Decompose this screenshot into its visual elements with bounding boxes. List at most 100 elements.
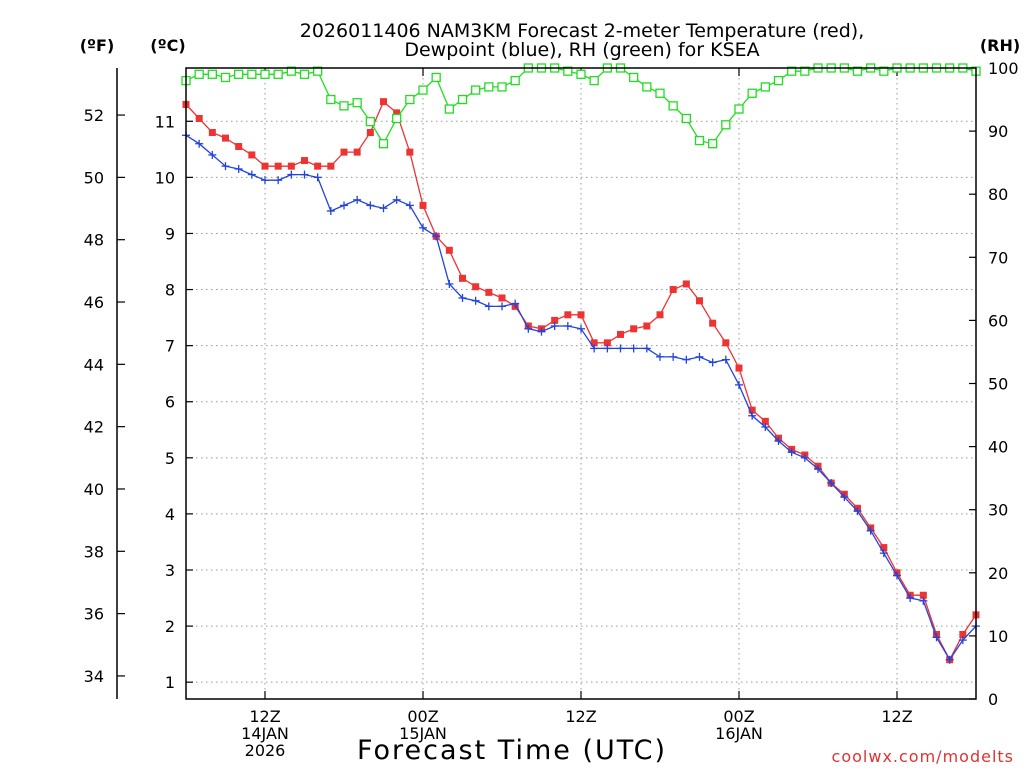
temperature-point-29 [564, 311, 572, 319]
dewpoint-point-21 [458, 293, 467, 302]
tick-label-time-0-1: 14JAN [241, 724, 289, 743]
rh-point-45 [773, 75, 784, 86]
rh-axis: 0 10 20 30 40 50 60 70 80 90 100 [969, 59, 1019, 709]
rh-point-44 [760, 82, 770, 92]
tick-label-rh-40: 40 [988, 438, 1008, 457]
tick-label-rh-100: 100 [988, 59, 1019, 78]
dewpoint-point-3 [221, 162, 230, 171]
dewpoint-point-2 [208, 150, 217, 159]
tick-label-rh-20: 20 [988, 564, 1008, 583]
grid-lines [186, 68, 976, 699]
rh-point-10 [313, 66, 323, 76]
temperature-point-16 [393, 109, 401, 117]
dewpoint-point-53 [879, 549, 888, 558]
tick-label-f-34: 34 [84, 667, 104, 686]
chart-title-line-2: Dewpoint (blue), RH (green) for KSEA [404, 39, 759, 61]
x-axis-title: Forecast Time (UTC) [357, 735, 667, 766]
temperature-point-41 [722, 339, 730, 347]
tick-label-time-3-0: 00Z [723, 707, 754, 726]
rh-point-40 [708, 139, 718, 149]
celsius-axis: 1 2 3 4 5 6 7 8 9 10 11 [155, 112, 193, 692]
tick-label-time-1-0: 00Z [407, 707, 438, 726]
temperature-point-5 [248, 151, 256, 159]
rh-point-16 [392, 113, 402, 124]
dewpoint-point-48 [814, 465, 822, 474]
dewpoint-point-9 [300, 170, 309, 179]
rh-point-38 [681, 113, 691, 124]
dewpoint-point-33 [616, 344, 625, 353]
rh-point-23 [484, 82, 494, 92]
dewpoint-point-42 [735, 380, 743, 389]
rh-point-15 [378, 139, 389, 149]
temperature-point-56 [919, 591, 927, 599]
temperature-point-12 [340, 148, 348, 156]
temperature-point-8 [287, 162, 295, 170]
tick-label-f-46: 46 [84, 293, 104, 312]
dewpoint-point-54 [893, 571, 901, 580]
dewpoint-point-10 [313, 173, 322, 182]
tick-label-c-7: 7 [165, 337, 175, 356]
tick-label-c-8: 8 [165, 281, 175, 300]
dewpoint-point-15 [379, 204, 388, 213]
dewpoint-point-20 [445, 279, 454, 288]
series-line-0 [185, 100, 977, 662]
dewpoint-point-19 [432, 232, 441, 241]
tick-label-rh-50: 50 [988, 375, 1008, 394]
rh-point-2 [207, 69, 217, 79]
dewpoint-point-35 [642, 344, 651, 353]
rh-point-24 [497, 82, 507, 92]
temperature-point-34 [630, 325, 638, 333]
temperature-point-44 [761, 417, 769, 425]
rh-point-35 [642, 82, 652, 92]
temperature-point-32 [603, 339, 611, 347]
dewpoint-point-57 [932, 633, 941, 642]
tick-label-f-52: 52 [84, 106, 104, 125]
rh-point-9 [299, 69, 310, 79]
temperature-point-39 [696, 297, 703, 305]
tick-label-c-3: 3 [165, 561, 175, 580]
dewpoint-point-52 [866, 526, 875, 535]
tick-label-rh-70: 70 [988, 248, 1008, 267]
rh-point-20 [444, 104, 454, 114]
rh-point-17 [405, 94, 415, 105]
dewpoint-point-51 [853, 507, 862, 516]
dewpoint-point-49 [827, 479, 836, 488]
fahrenheit-axis: 34 36 38 40 42 44 46 48 50 52 [84, 106, 125, 686]
temperature-point-2 [208, 129, 216, 137]
rh-point-12 [339, 101, 349, 111]
temperature-point-4 [235, 143, 243, 151]
rh-point-42 [734, 104, 744, 114]
temperature-point-31 [590, 339, 598, 347]
rh-point-5 [247, 69, 257, 79]
dewpoint-point-26 [524, 324, 533, 333]
dewpoint-point-23 [484, 302, 493, 311]
dewpoint-point-5 [247, 170, 256, 179]
temperature-point-9 [301, 157, 308, 165]
rh-point-7 [273, 69, 283, 79]
temperature-point-35 [643, 322, 651, 330]
dewpoint-point-29 [563, 322, 572, 331]
dewpoint-point-14 [366, 201, 375, 210]
rh-point-46 [787, 66, 797, 76]
temperature-point-22 [472, 283, 480, 291]
rh-point-51 [852, 66, 863, 76]
temperature-point-7 [274, 162, 282, 170]
rh-point-34 [629, 72, 639, 83]
tick-label-c-11: 11 [155, 112, 175, 131]
fahrenheit-unit-label: (ºF) [80, 36, 115, 55]
temperature-point-43 [748, 406, 756, 414]
temperature-point-28 [551, 316, 559, 324]
rh-point-30 [576, 69, 586, 79]
dewpoint-point-31 [590, 344, 599, 353]
tick-label-rh-30: 30 [988, 501, 1008, 520]
dewpoint-point-44 [761, 422, 770, 431]
temperature-point-24 [498, 294, 506, 302]
temperature-point-1 [195, 114, 203, 122]
rh-point-53 [879, 66, 889, 76]
tick-label-f-42: 42 [84, 418, 104, 437]
rh-point-6 [260, 69, 270, 79]
tick-label-c-1: 1 [165, 673, 175, 692]
temperature-point-23 [485, 288, 493, 296]
dewpoint-point-12 [340, 201, 348, 210]
